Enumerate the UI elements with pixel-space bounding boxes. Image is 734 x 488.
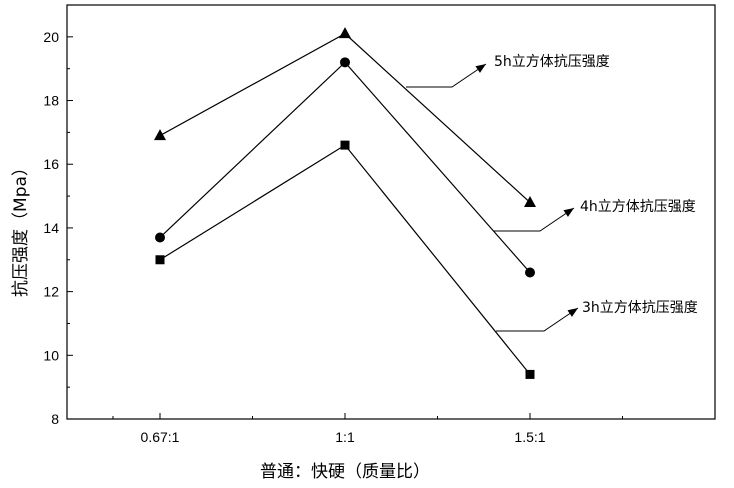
data-point-square [156, 255, 165, 264]
annotation-leader-line [496, 308, 578, 331]
data-point-triangle [154, 129, 166, 140]
y-tick-label: 16 [43, 156, 59, 172]
x-axis-title: 普通：快硬（质量比） [260, 462, 430, 482]
y-axis-title: 抗压强度（Mpa） [11, 159, 31, 297]
data-point-circle [340, 57, 350, 67]
series-layer [154, 27, 536, 379]
chart-axes: 8 10 12 14 16 18 20 0.67:1 1:1 1.5:1 [43, 5, 715, 445]
legend-annotations: 5h立方体抗压强度 4h立方体抗压强度 3h立方体抗压强度 [406, 54, 698, 331]
series-line [160, 145, 530, 374]
y-tick-label: 10 [43, 347, 59, 363]
data-point-triangle [339, 27, 351, 38]
series-label: 3h立方体抗压强度 [582, 300, 698, 316]
y-tick-label: 18 [43, 93, 59, 109]
annotation-leader-line [406, 64, 486, 87]
annotation-5h: 5h立方体抗压强度 [406, 54, 610, 87]
annotation-leader-line [494, 208, 574, 231]
data-point-square [341, 141, 350, 150]
annotation-3h: 3h立方体抗压强度 [496, 300, 698, 331]
series-label: 5h立方体抗压强度 [494, 54, 610, 70]
data-point-square [526, 370, 535, 379]
x-tick-label: 1.5:1 [514, 429, 545, 445]
y-tick-label: 20 [43, 29, 59, 45]
y-tick-label: 8 [51, 411, 59, 427]
data-point-circle [525, 268, 535, 278]
x-tick-label: 1:1 [335, 429, 355, 445]
arrow-head-icon [567, 308, 578, 317]
series-3h [156, 141, 535, 379]
series-line [160, 62, 530, 272]
data-point-circle [155, 232, 165, 242]
arrow-head-icon [475, 64, 486, 73]
y-tick-label: 12 [43, 284, 59, 300]
series-5h [154, 27, 536, 207]
arrow-head-icon [563, 208, 574, 217]
data-point-triangle [524, 196, 536, 207]
y-tick-label: 14 [43, 220, 59, 236]
series-4h [155, 57, 535, 277]
series-label: 4h立方体抗压强度 [580, 199, 696, 215]
annotation-4h: 4h立方体抗压强度 [494, 199, 696, 231]
x-tick-label: 0.67:1 [141, 429, 180, 445]
